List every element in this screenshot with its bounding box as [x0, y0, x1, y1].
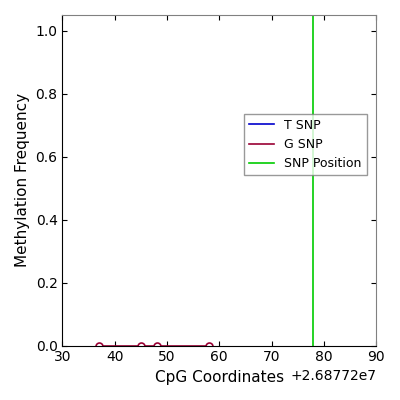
Legend: T SNP, G SNP, SNP Position: T SNP, G SNP, SNP Position [244, 114, 367, 175]
G SNP [138, 343, 143, 348]
G SNP [206, 343, 211, 348]
G SNP [154, 343, 159, 348]
G SNP [97, 343, 102, 348]
Y-axis label: Methylation Frequency: Methylation Frequency [15, 93, 30, 267]
X-axis label: CpG Coordinates: CpG Coordinates [155, 370, 284, 385]
Line: G SNP: G SNP [96, 342, 212, 349]
